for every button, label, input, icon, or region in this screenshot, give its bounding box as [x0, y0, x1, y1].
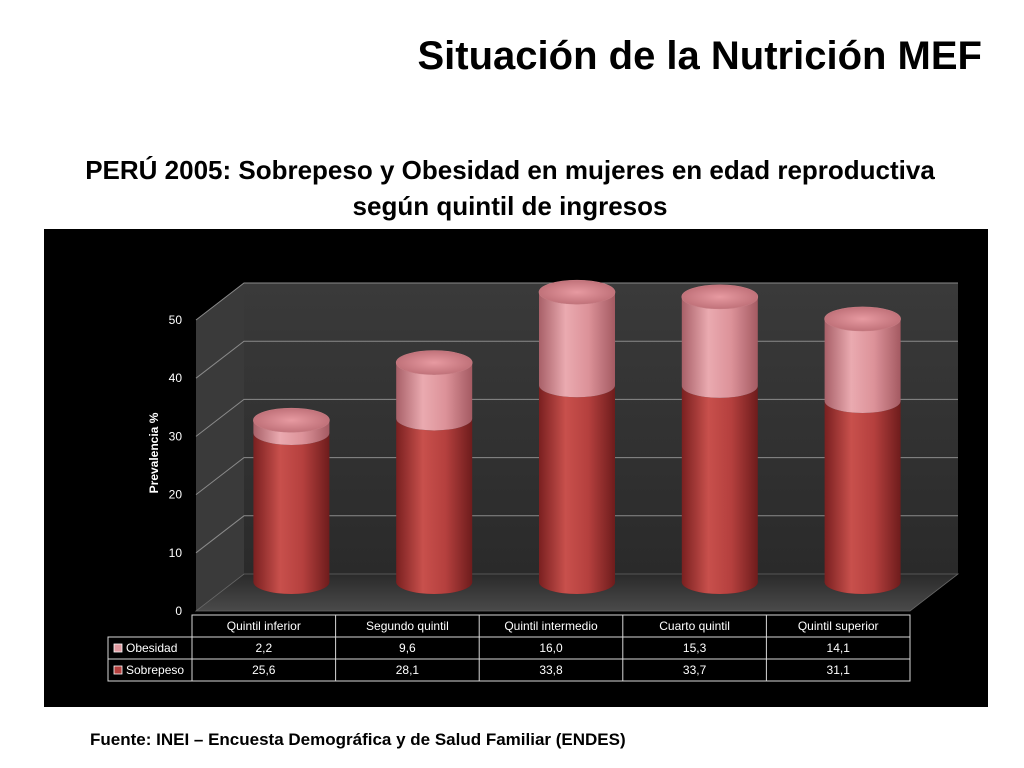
data-label: 16,0 [539, 641, 563, 655]
table-category-label: Quintil intermedio [504, 619, 598, 633]
chart-side-wall [196, 283, 244, 611]
bar-top-cap [538, 279, 616, 305]
bar-group [538, 279, 616, 594]
bar-obesidad [681, 296, 758, 398]
bar-sobrepeso [681, 385, 758, 594]
bar-group [395, 350, 473, 594]
table-row [107, 636, 911, 660]
legend-label-sobrepeso: Sobrepeso [126, 663, 184, 677]
slide-title: Situación de la Nutrición MEF [417, 34, 983, 78]
legend-swatch-sobrepeso [113, 665, 123, 675]
stacked-cylinder-chart: 0 10 20 30 40 50 Prevalencia % Quintil inferi… [107, 279, 960, 682]
data-label: 25,6 [252, 663, 276, 677]
bar-top-cap [253, 407, 330, 433]
bar-top-cap [824, 306, 901, 332]
data-label: 9,6 [399, 641, 416, 655]
bar-sobrepeso [824, 400, 901, 594]
bar-sobrepeso [396, 418, 473, 594]
table-row [107, 658, 911, 682]
bar-group [824, 306, 901, 594]
data-label: 33,7 [683, 663, 707, 677]
data-label: 31,1 [827, 663, 851, 677]
data-label: 2,2 [255, 641, 272, 655]
chart-title: PERÚ 2005: Sobrepeso y Obesidad en mujer… [85, 155, 935, 221]
table-category-label: Segundo quintil [366, 619, 449, 633]
data-label: 15,3 [683, 641, 707, 655]
bar-top-cap [395, 350, 473, 375]
data-label: 14,1 [827, 641, 851, 655]
y-axis-label: Prevalencia % [147, 412, 161, 493]
y-tick-label: 10 [169, 546, 183, 560]
bar-obesidad [396, 362, 473, 431]
bar-obesidad [539, 292, 615, 398]
table-category-label: Cuarto quintil [659, 619, 730, 633]
y-tick-label: 40 [169, 371, 183, 385]
bar-group [253, 407, 330, 594]
bar-obesidad [253, 420, 330, 446]
bar-sobrepeso [253, 433, 330, 594]
y-tick-label: 30 [169, 429, 183, 443]
legend-swatch-obesidad [113, 643, 123, 653]
bar-sobrepeso [539, 385, 615, 594]
chart-area: 0 10 20 30 40 50 Prevalencia % Quintil inferi… [44, 229, 988, 707]
gridline [195, 282, 958, 321]
table-category-label: Quintil inferior [227, 619, 301, 633]
table-category-label: Quintil superior [798, 619, 879, 633]
y-tick-label: 0 [175, 604, 182, 618]
bar-obesidad [824, 318, 901, 413]
data-label: 33,8 [539, 663, 563, 677]
y-tick-label: 50 [169, 313, 183, 327]
y-tick-label: 20 [169, 488, 183, 502]
bar-top-cap [681, 284, 759, 310]
bar-group [681, 284, 759, 594]
source-note: Fuente: INEI – Encuesta Demográfica y de… [90, 730, 626, 749]
data-label: 28,1 [396, 663, 420, 677]
legend-label-obesidad: Obesidad [126, 641, 177, 655]
